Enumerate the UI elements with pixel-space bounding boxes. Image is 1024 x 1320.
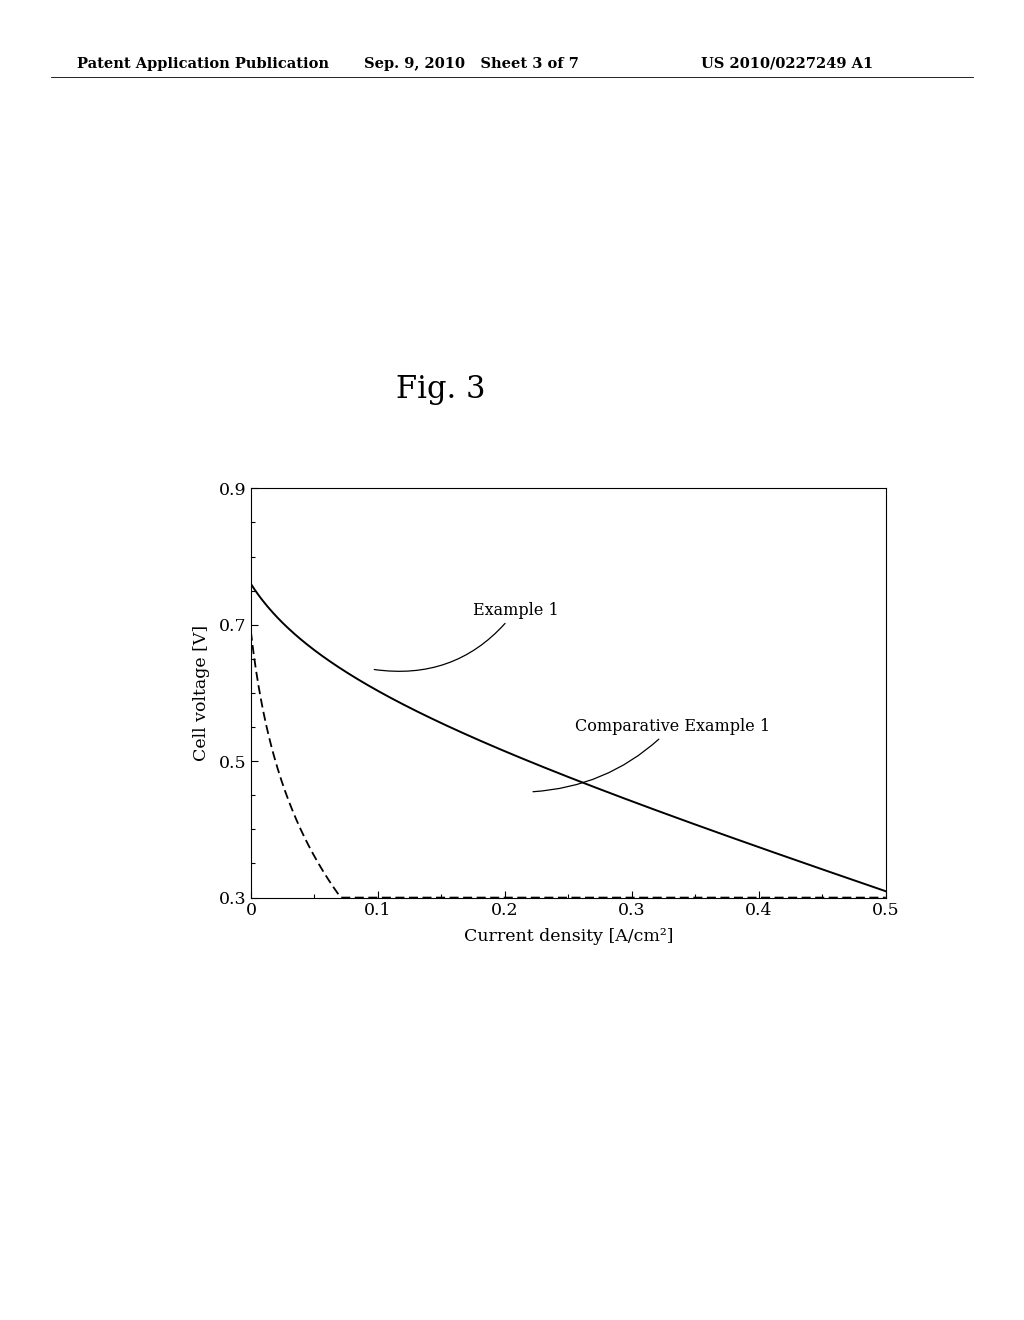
Text: Comparative Example 1: Comparative Example 1 xyxy=(534,718,770,792)
Text: Sep. 9, 2010   Sheet 3 of 7: Sep. 9, 2010 Sheet 3 of 7 xyxy=(364,57,579,71)
Text: Example 1: Example 1 xyxy=(374,602,559,672)
Text: Fig. 3: Fig. 3 xyxy=(395,374,485,405)
Text: US 2010/0227249 A1: US 2010/0227249 A1 xyxy=(701,57,873,71)
Text: Patent Application Publication: Patent Application Publication xyxy=(77,57,329,71)
X-axis label: Current density [A/cm²]: Current density [A/cm²] xyxy=(464,928,673,945)
Y-axis label: Cell voltage [V]: Cell voltage [V] xyxy=(194,624,210,762)
